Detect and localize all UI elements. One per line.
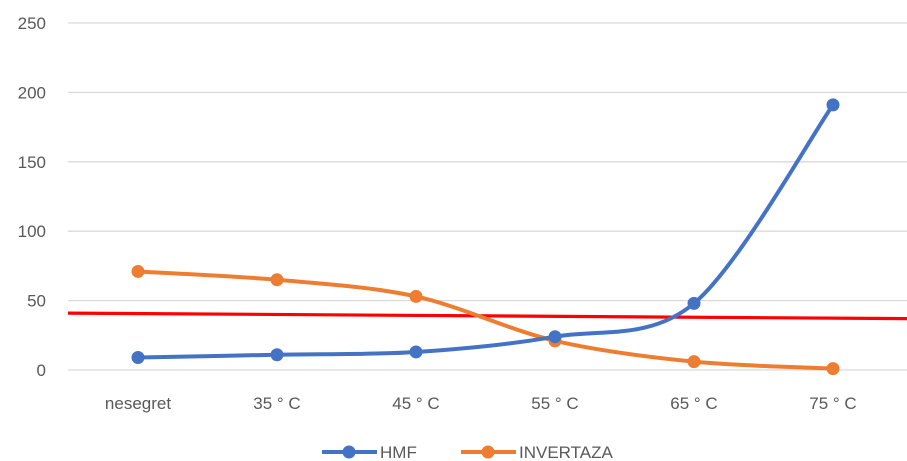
chart-legend: HMF INVERTAZA xyxy=(322,443,613,461)
reference-line-group xyxy=(67,311,907,321)
data-point-invertaza xyxy=(826,362,840,376)
data-point-invertaza xyxy=(270,273,284,287)
data-point-hmf xyxy=(826,98,840,112)
x-tick-label: 75 ° C xyxy=(809,394,856,413)
data-point-invertaza xyxy=(409,289,423,303)
x-tick-label: 35 ° C xyxy=(253,394,300,413)
series-lines xyxy=(131,98,840,376)
data-point-hmf xyxy=(548,330,562,344)
data-point-hmf xyxy=(270,348,284,362)
reference-line xyxy=(67,311,907,321)
legend-marker-invertaza xyxy=(481,445,495,459)
data-point-hmf xyxy=(687,296,701,310)
x-tick-label: nesegret xyxy=(105,394,171,413)
legend-marker-hmf xyxy=(342,445,356,459)
legend-label-invertaza: INVERTAZA xyxy=(519,443,613,461)
data-point-hmf xyxy=(409,345,423,359)
x-tick-label: 45 ° C xyxy=(392,394,439,413)
y-tick-label: 200 xyxy=(18,83,46,102)
x-tick-label: 55 ° C xyxy=(531,394,578,413)
data-point-hmf xyxy=(131,351,145,365)
data-point-invertaza xyxy=(687,355,701,369)
y-tick-label: 50 xyxy=(27,292,46,311)
y-tick-label: 250 xyxy=(18,14,46,33)
y-tick-label: 0 xyxy=(37,361,46,380)
data-point-invertaza xyxy=(131,264,145,278)
y-axis-ticks: 0 50 100 150 200 250 xyxy=(18,14,46,380)
y-tick-label: 150 xyxy=(18,153,46,172)
grid-lines xyxy=(68,22,907,371)
series-line-invertaza xyxy=(136,269,835,371)
y-tick-label: 100 xyxy=(18,222,46,241)
x-tick-label: 65 ° C xyxy=(670,394,717,413)
legend-label-hmf: HMF xyxy=(380,443,417,461)
x-axis-ticks: nesegret 35 ° C 45 ° C 55 ° C 65 ° C 75 ° C xyxy=(105,394,857,413)
